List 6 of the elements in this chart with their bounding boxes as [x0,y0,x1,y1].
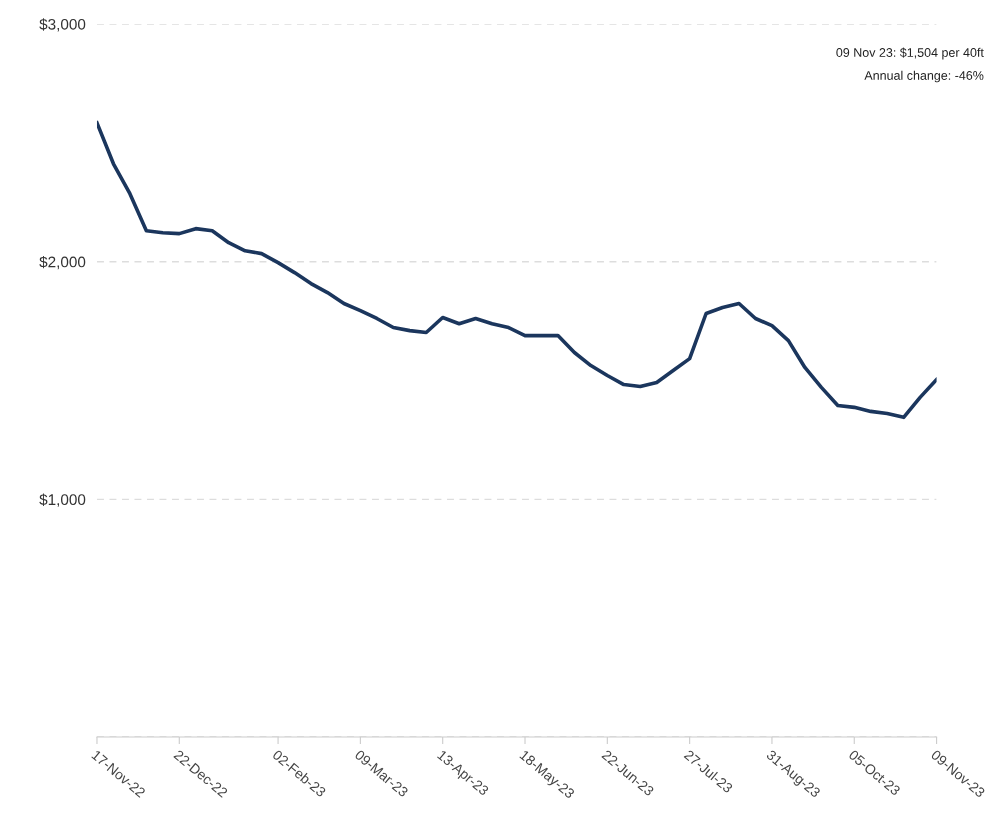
annotation: Annual change: -46% [864,70,984,83]
line-series [96,121,937,420]
y-tick-label: $1,000 [39,493,86,507]
annotation: 09 Nov 23: $1,504 per 40ft [836,47,984,60]
y-tick-label: $2,000 [39,255,86,270]
y-tick-label: $3,000 [39,18,86,32]
